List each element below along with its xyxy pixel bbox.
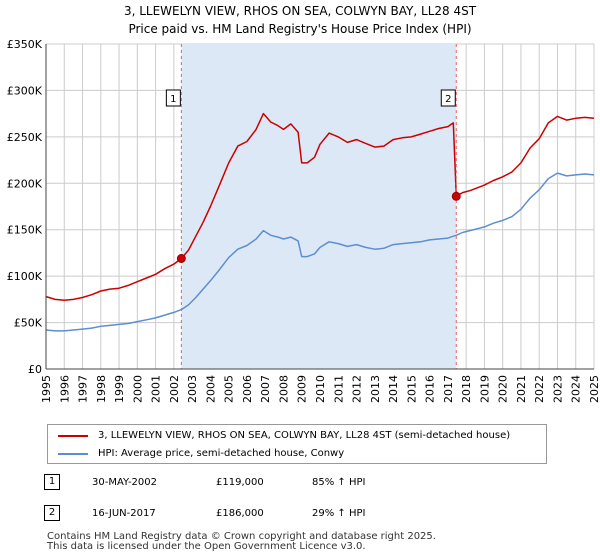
x-tick-label: 1996 (58, 375, 71, 403)
shaded-period (181, 44, 457, 369)
x-tick-label: 2016 (424, 375, 437, 403)
footer-line-2: This data is licensed under the Open Gov… (47, 541, 366, 552)
x-tick-label: 1998 (95, 375, 108, 403)
sale-point-2 (451, 191, 461, 201)
x-tick-label: 1999 (113, 375, 126, 403)
x-tick-label: 2008 (277, 375, 290, 403)
x-tick-label: 2006 (241, 375, 254, 403)
x-tick-label: 2024 (570, 375, 583, 403)
x-tick-label: 2012 (351, 375, 364, 403)
hpi-line (45, 172, 595, 332)
property-price-line (45, 112, 595, 302)
x-tick-label: 1997 (77, 375, 90, 403)
sale-label-2: 2 (445, 94, 451, 105)
sale-hpi-change: 29% ↑ HPI (312, 508, 366, 519)
legend-swatch-hpi (58, 453, 88, 455)
legend-label-hpi: HPI: Average price, semi-detached house,… (98, 448, 345, 459)
sale-date: 30-MAY-2002 (92, 477, 158, 488)
sale-label-1: 1 (170, 94, 176, 105)
sale-label-box-1 (165, 89, 181, 107)
x-tick-label: 2025 (588, 375, 600, 403)
sale-date: 16-JUN-2017 (92, 508, 156, 519)
x-tick-label: 2000 (131, 375, 144, 403)
x-tick-label: 2018 (460, 375, 473, 403)
x-tick-label: 2010 (314, 375, 327, 403)
chart-legend: 3, LLEWELYN VIEW, RHOS ON SEA, COLWYN BA… (47, 424, 547, 464)
x-tick-label: 1995 (40, 375, 53, 403)
x-tick-label: 2003 (186, 375, 199, 403)
chart-axes: £0 £50K £100K £150K £200K £250K £300K £350K 1995… (7, 38, 600, 403)
sale-number-badge: 2 (44, 505, 60, 521)
x-tick-label: 2011 (332, 375, 345, 403)
chart-subtitle: Price paid vs. HM Land Registry's House … (128, 22, 472, 36)
x-tick-label: 2007 (259, 375, 272, 403)
footer-attribution: Contains HM Land Registry data © Crown c… (47, 532, 587, 552)
y-tick-label: £250K (7, 131, 43, 144)
legend-item-property: 3, LLEWELYN VIEW, RHOS ON SEA, COLWYN BA… (48, 427, 546, 445)
y-tick-label: £150K (7, 224, 43, 237)
sale-hpi-change: 85% ↑ HPI (312, 477, 366, 488)
y-tick-label: £50K (14, 317, 43, 330)
y-tick-label: £0 (28, 363, 42, 376)
x-tick-label: 2002 (168, 375, 181, 403)
sale-point-1 (176, 254, 186, 263)
x-tick-label: 2005 (223, 375, 236, 403)
x-tick-label: 2017 (442, 375, 455, 403)
x-tick-label: 2014 (387, 375, 400, 403)
sale-price: £186,000 (216, 508, 264, 519)
x-tick-label: 2021 (515, 375, 528, 403)
y-tick-label: £200K (7, 177, 43, 190)
legend-item-hpi: HPI: Average price, semi-detached house,… (48, 445, 546, 463)
sale-number-badge: 1 (44, 474, 60, 490)
x-tick-label: 2001 (150, 375, 163, 403)
chart-series (45, 112, 595, 332)
y-tick-label: £350K (7, 38, 43, 51)
sale-period-shade (181, 44, 457, 369)
x-tick-label: 2019 (478, 375, 491, 403)
x-tick-label: 2013 (369, 375, 382, 403)
y-tick-label: £300K (7, 84, 43, 97)
legend-swatch-property (58, 435, 88, 437)
x-tick-label: 2020 (497, 375, 510, 403)
chart-title-block: 3, LLEWELYN VIEW, RHOS ON SEA, COLWYN BA… (0, 2, 600, 38)
sale-price: £119,000 (216, 477, 264, 488)
x-tick-label: 2009 (296, 375, 309, 403)
x-tick-label: 2004 (204, 375, 217, 403)
x-tick-label: 2022 (533, 375, 546, 403)
y-tick-label: £100K (7, 270, 43, 283)
footer-line-1: Contains HM Land Registry data © Crown c… (47, 531, 436, 542)
x-tick-label: 2023 (551, 375, 564, 403)
chart-title: 3, LLEWELYN VIEW, RHOS ON SEA, COLWYN BA… (123, 4, 477, 18)
sale-label-box-2 (440, 89, 456, 107)
legend-label-property: 3, LLEWELYN VIEW, RHOS ON SEA, COLWYN BA… (98, 430, 511, 441)
sale-row-1: 1 30-MAY-2002 £119,000 85% ↑ HPI (0, 472, 600, 494)
sale-row-2: 2 16-JUN-2017 £186,000 29% ↑ HPI (0, 503, 600, 525)
x-tick-label: 2015 (405, 375, 418, 403)
